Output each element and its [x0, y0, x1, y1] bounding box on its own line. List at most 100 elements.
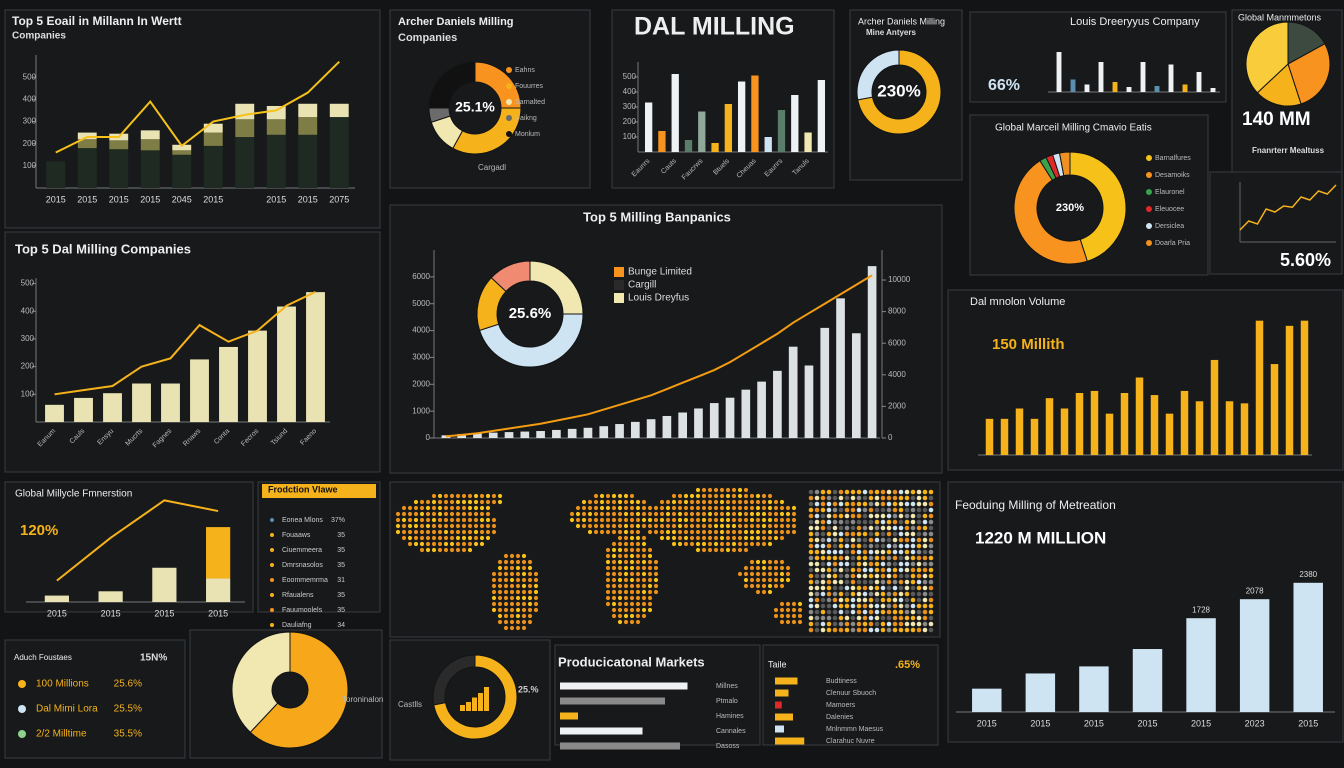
map-dot: [431, 511, 437, 517]
mosaic-dot: [862, 615, 868, 621]
map-dot: [395, 523, 401, 529]
map-dot: [491, 589, 497, 595]
mosaic-dot: [850, 495, 856, 501]
map-dot: [413, 517, 419, 523]
map-dot: [605, 517, 611, 523]
map-dot: [779, 565, 785, 571]
mosaic-dot: [832, 537, 838, 543]
map-dot: [617, 613, 623, 619]
map-dot: [521, 565, 527, 571]
mosaic-dot: [916, 525, 922, 531]
mosaic-dot: [832, 627, 838, 633]
map-dot: [497, 595, 503, 601]
bar: [473, 433, 482, 438]
mosaic-dot: [868, 603, 874, 609]
map-dot: [719, 505, 725, 511]
row-label: Dmrsnasolos: [282, 562, 323, 569]
bar: [1300, 320, 1309, 455]
map-dot: [611, 529, 617, 535]
map-dot: [443, 541, 449, 547]
mosaic-dot: [838, 525, 844, 531]
bar-segment: [172, 150, 192, 155]
map-dot: [665, 511, 671, 517]
map-dot: [443, 499, 449, 505]
x-tick-label: 2015: [140, 194, 160, 204]
mosaic-dot: [844, 561, 850, 567]
map-dot: [425, 511, 431, 517]
map-dot: [653, 523, 659, 529]
mosaic-dot: [880, 543, 886, 549]
mosaic-dot: [862, 543, 868, 549]
mosaic-dot: [916, 501, 922, 507]
mosaic-dot: [928, 561, 934, 567]
map-dot: [707, 535, 713, 541]
map-dot: [629, 505, 635, 511]
mosaic-dot: [904, 555, 910, 561]
map-dot: [623, 535, 629, 541]
map-dot: [761, 493, 767, 499]
mosaic-dot: [886, 561, 892, 567]
row-label: Budtiness: [826, 678, 857, 685]
mosaic-dot: [892, 585, 898, 591]
row-label: Dauliafng: [282, 622, 312, 629]
map-dot: [521, 625, 527, 631]
map-dot: [461, 541, 467, 547]
mosaic-dot: [808, 513, 814, 519]
map-dot: [713, 541, 719, 547]
map-dot: [449, 541, 455, 547]
map-dot: [635, 547, 641, 553]
mosaic-dot: [910, 555, 916, 561]
mosaic-dot: [886, 531, 892, 537]
row-label: Fouaaws: [282, 532, 311, 539]
donut-slice: [1245, 21, 1289, 94]
bar-segment: [235, 119, 255, 138]
map-dot: [677, 493, 683, 499]
map-dot: [755, 589, 761, 595]
mosaic-dot: [892, 525, 898, 531]
bar-segment: [46, 161, 66, 188]
bar-segment: [77, 139, 97, 149]
map-dot: [641, 613, 647, 619]
x-tick-label: 2015: [977, 718, 997, 728]
row-label: Hamines: [716, 713, 744, 720]
mosaic-dot: [928, 555, 934, 561]
bar: [441, 435, 451, 438]
map-dot: [431, 493, 437, 499]
map-dot: [719, 511, 725, 517]
mosaic-dot: [916, 549, 922, 555]
bar-segment: [203, 123, 223, 133]
donut-slice: [490, 260, 531, 293]
bar: [1255, 320, 1264, 455]
map-dot: [785, 577, 791, 583]
map-dot: [455, 517, 461, 523]
kpi: 66%: [988, 77, 1020, 94]
bar: [678, 412, 688, 438]
map-dot: [773, 505, 779, 511]
mosaic-dot: [886, 615, 892, 621]
mosaic-dot: [874, 537, 880, 543]
mosaic-dot: [892, 615, 898, 621]
bar-segment: [266, 119, 286, 135]
bar-segment: [206, 527, 231, 579]
mosaic-dot: [820, 531, 826, 537]
mosaic-dot: [862, 501, 868, 507]
map-dot: [515, 565, 521, 571]
map-dot: [479, 493, 485, 499]
mosaic-dot: [898, 579, 904, 585]
y-tick-label: 6000: [412, 272, 430, 281]
mosaic-dot: [814, 555, 820, 561]
map-dot: [395, 529, 401, 535]
map-dot: [629, 553, 635, 559]
map-dot: [677, 505, 683, 511]
y-tick-label: 500: [21, 279, 35, 288]
map-dot: [761, 517, 767, 523]
mosaic-dot: [916, 489, 922, 495]
map-dot: [479, 511, 485, 517]
mosaic-dot: [868, 507, 874, 513]
row-label: Clenuur Sbuoch: [826, 690, 876, 697]
bar: [1079, 666, 1109, 712]
legend-dot: [506, 67, 512, 73]
bar-segment: [140, 130, 160, 140]
mosaic-dot: [928, 525, 934, 531]
row-value: 34: [337, 622, 345, 629]
